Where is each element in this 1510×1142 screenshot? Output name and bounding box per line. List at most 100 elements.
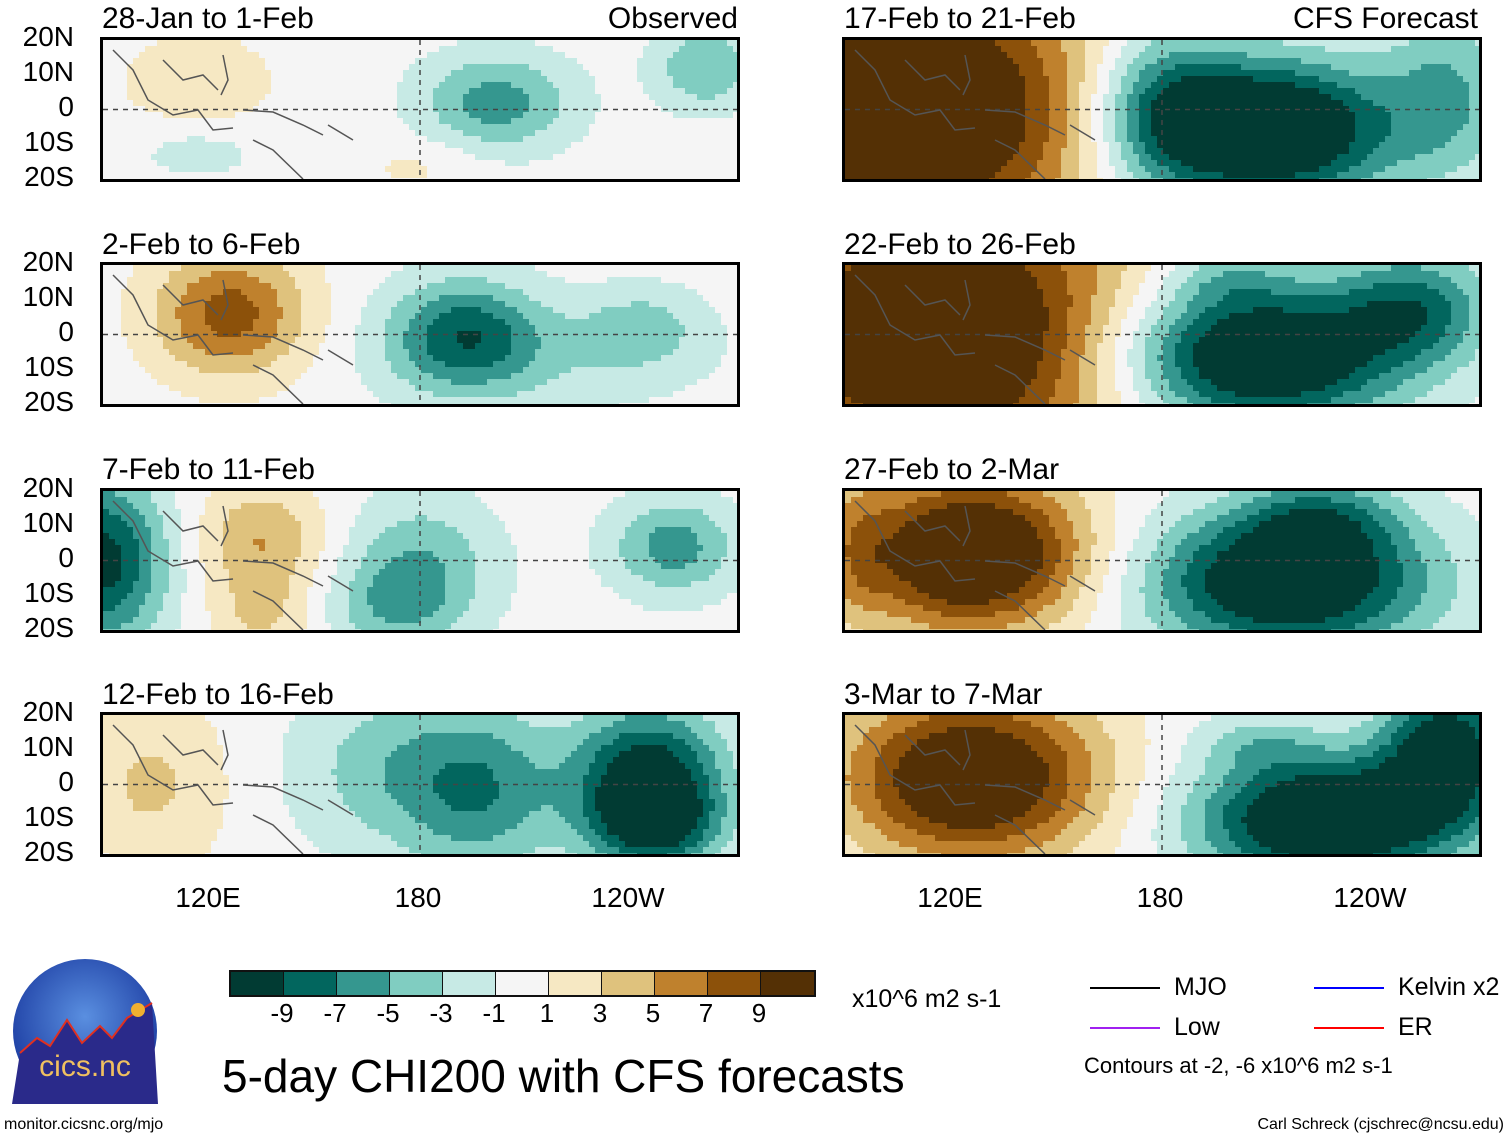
field-cell [157,313,164,320]
field-cell [613,112,620,119]
field-cell [361,373,368,380]
field-cell [547,94,554,101]
field-cell [325,385,332,392]
field-cell [343,142,350,149]
field-cell [493,172,500,179]
field-cell [571,379,578,386]
field-cell [451,160,458,167]
field-cell [493,142,500,149]
field-cell [253,124,260,131]
field-cell [709,76,716,83]
field-cell [127,94,134,101]
field-cell [301,154,308,161]
field-cell [691,142,698,149]
field-cell [481,154,488,161]
field-cell [721,130,728,137]
field-cell [577,301,584,308]
field-cell [505,361,512,368]
field-cell [331,397,338,404]
field-cell [379,172,386,179]
field-cell [325,367,332,374]
field-cell [643,52,650,59]
field-cell [511,367,518,374]
field-cell [613,301,620,308]
field-cell [127,367,134,374]
field-cell [175,94,182,101]
field-cell [433,172,440,179]
field-cell [643,325,650,332]
field-cell [559,94,566,101]
field-cell [679,40,686,47]
field-cell [583,118,590,125]
field-cell [271,118,278,125]
field-cell [103,40,110,47]
field-cell [289,64,296,71]
field-cell [409,142,416,149]
field-cell [427,385,434,392]
field-cell [475,148,482,155]
field-cell [691,373,698,380]
field-cell [703,46,710,53]
field-cell [457,319,464,326]
field-cell [733,289,737,296]
field-cell [553,349,560,356]
field-cell [511,112,518,119]
field-cell [253,100,260,107]
field-cell [523,361,530,368]
field-cell [199,265,206,272]
field-cell [169,379,176,386]
field-cell [583,295,590,302]
field-cell [277,136,284,143]
field-cell [667,277,674,284]
field-cell [217,271,224,278]
field-cell [127,307,134,314]
field-cell [277,46,284,53]
field-cell [529,349,536,356]
field-cell [499,397,506,404]
field-cell [733,178,737,179]
field-cell [361,271,368,278]
field-cell [427,118,434,125]
field-cell [349,160,356,167]
field-cell [643,166,650,173]
field-cell [307,148,314,155]
field-cell [517,295,524,302]
field-cell [127,361,134,368]
field-cell [247,349,254,356]
field-cell [487,124,494,131]
field-cell [325,148,332,155]
field-cell [535,355,542,362]
field-cell [253,172,260,179]
field-cell [343,172,350,179]
field-cell [517,166,524,173]
field-cell [349,283,356,290]
field-cell [655,325,662,332]
field-cell [175,361,182,368]
field-cell [589,373,596,380]
field-cell [343,82,350,89]
field-cell [205,82,212,89]
field-cell [505,40,512,47]
field-cell [439,88,446,95]
field-cell [151,172,158,179]
field-cell [475,277,482,284]
field-cell [625,148,632,155]
field-cell [613,385,620,392]
field-cell [151,373,158,380]
field-cell [661,319,668,326]
field-cell [373,373,380,380]
field-cell [355,361,362,368]
field-cell [343,88,350,95]
field-cell [187,331,194,338]
field-cell [469,331,476,338]
field-cell [295,271,302,278]
field-cell [295,265,302,272]
field-cell [613,94,620,101]
field-cell [331,391,338,398]
field-cell [175,271,182,278]
field-cell [673,58,680,65]
field-cell [379,46,386,53]
field-cell [139,343,146,350]
field-cell [133,82,140,89]
field-cell [709,295,716,302]
